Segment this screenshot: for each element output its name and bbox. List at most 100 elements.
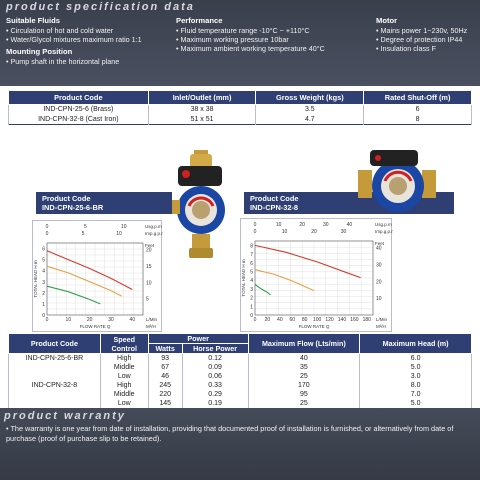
top-axis2-label: Imp.g.p.m	[375, 229, 393, 234]
cell: 5.0	[359, 399, 472, 409]
right-tick-label: 20	[146, 248, 152, 254]
right-tick-label: 40	[376, 246, 382, 252]
cell	[8, 390, 101, 399]
cell: IND-CPN-32-8 (Cast Iron)	[8, 114, 149, 125]
series-line	[254, 269, 315, 292]
right-tick-label: 30	[376, 263, 382, 269]
left-tick-label: 6	[42, 247, 45, 253]
motor-col: Motor Mains power 1~230v, 50Hz Degree of…	[376, 16, 480, 53]
bottom-unit-label: L/Min	[146, 317, 158, 322]
cell: 0.19	[181, 399, 249, 409]
left-tick-label: 4	[250, 278, 253, 284]
cell: 40	[247, 353, 361, 363]
left-tick-label: 1	[250, 304, 253, 310]
chart-right-svg: 010203040Usg.p.m0102030Imp.g.p.m01234567…	[241, 222, 393, 329]
th-speed-control: Speed Control	[99, 333, 149, 354]
product-label-caption: Product Code	[250, 194, 299, 203]
th-gross-weight: Gross Weight (kgs)	[255, 90, 365, 105]
cell: 3.5	[255, 104, 365, 115]
cell: IND-CPN-32-8	[8, 381, 101, 390]
table-row: Low 46 0.06 25 3.0	[8, 372, 472, 381]
top-tick-label: 0	[46, 231, 49, 237]
cell: 0.29	[181, 390, 249, 399]
left-tick-label: 0	[250, 313, 253, 319]
bottom-axis-label: FLOW RATE Q	[80, 324, 111, 329]
product-code-right: IND-CPN-32-8	[250, 203, 299, 212]
cell: 8.0	[359, 381, 472, 390]
motor-heading: Motor	[376, 16, 398, 25]
series-line	[46, 265, 122, 297]
left-tick-label: 0	[42, 313, 45, 319]
left-tick-label: 7	[250, 252, 253, 258]
bottom-tick-label: 20	[87, 317, 93, 323]
th-max-head: Maximum Head (m)	[359, 333, 472, 354]
motor-item: Mains power 1~230v, 50Hz	[376, 26, 480, 35]
cell: 3.0	[359, 372, 472, 381]
bottom-tick-label: 180	[363, 317, 372, 323]
mounting-item: Pump shaft in the horizontal plane	[6, 57, 166, 66]
cell: Low	[99, 372, 149, 381]
th-power: Power	[147, 333, 249, 344]
spec-title: product specification data	[6, 1, 195, 13]
cell: 0.09	[181, 363, 249, 372]
suitable-fluids-heading: Suitable Fluids	[6, 16, 61, 25]
cell: High	[99, 353, 149, 363]
bottom-tick-label: 120	[325, 317, 334, 323]
cell: 6.0	[359, 353, 472, 363]
top-axis2-label: Imp.g.p.m	[145, 231, 163, 236]
product-code-left: IND-CPN-25-6-BR	[42, 203, 104, 212]
cell: 0.12	[181, 353, 249, 363]
performance-heading: Performance	[176, 16, 223, 25]
pump-brass-illustration	[172, 150, 225, 258]
left-tick-label: 5	[42, 258, 45, 264]
left-tick-label: 3	[250, 287, 253, 293]
pump-cast-iron-illustration	[358, 150, 436, 212]
top-axis-label: Usg.p.m	[375, 222, 392, 227]
series-line	[254, 284, 271, 296]
bottom-tick-label: 20	[265, 317, 271, 323]
performance-table: Product Code Speed Control Power Maximum…	[8, 333, 472, 409]
table-row: Middle 67 0.09 35 5.0	[8, 363, 472, 372]
cell: 4.7	[255, 114, 365, 125]
cell: 170	[247, 381, 361, 390]
left-tick-label: 5	[250, 269, 253, 275]
top-tick-label: 10	[282, 229, 288, 235]
bottom-axis-label: FLOW RATE Q	[299, 324, 330, 329]
cell: High	[99, 381, 149, 390]
plot-frame	[46, 242, 144, 316]
cell: 6	[363, 104, 472, 115]
left-tick-label: 4	[42, 269, 45, 275]
warranty-title: product warranty	[4, 410, 126, 422]
right-tick-label: 10	[376, 296, 382, 302]
cell: 35	[247, 363, 361, 372]
warranty-text-body: The warranty is one year from date of in…	[6, 424, 454, 443]
top-tick-label: 5	[82, 231, 85, 237]
top-tick-label: 10	[121, 224, 127, 230]
product-label-left: Product Code IND-CPN-25-6-BR	[36, 192, 172, 214]
series-line	[46, 250, 133, 290]
top-axis-label: Usg.p.m	[145, 224, 162, 229]
th-product-code: Product Code	[8, 333, 101, 354]
bottom-tick-label: 40	[277, 317, 283, 323]
suitable-fluids-col: Suitable Fluids Circulation of hot and c…	[6, 16, 166, 66]
cell: 25	[247, 372, 361, 381]
bottom-tick-label: 160	[350, 317, 359, 323]
top-tick-label: 20	[311, 229, 317, 235]
bottom-unit-label: M³/H	[376, 324, 386, 329]
warranty-text: • The warranty is one year from date of …	[6, 424, 454, 443]
right-tick-label: 15	[146, 264, 152, 270]
specification-band: product specification data Suitable Flui…	[0, 0, 480, 86]
table-row: IND-CPN-32-8 (Cast Iron) 51 x 51 4.7 8	[8, 114, 472, 125]
bottom-tick-label: 100	[313, 317, 322, 323]
th-horse-power: Horse Power	[181, 343, 249, 354]
warranty-band: product warranty • The warranty is one y…	[0, 408, 480, 480]
top-tick-label: 30	[341, 229, 347, 235]
top-tick-label: 40	[347, 222, 353, 228]
bottom-tick-label: 0	[254, 317, 257, 323]
cell: 145	[147, 399, 183, 409]
cell: 46	[147, 372, 183, 381]
cell: 0.06	[181, 372, 249, 381]
right-tick-label: 20	[376, 279, 382, 285]
left-tick-label: 1	[42, 302, 45, 308]
product-label-caption: Product Code	[42, 194, 91, 203]
